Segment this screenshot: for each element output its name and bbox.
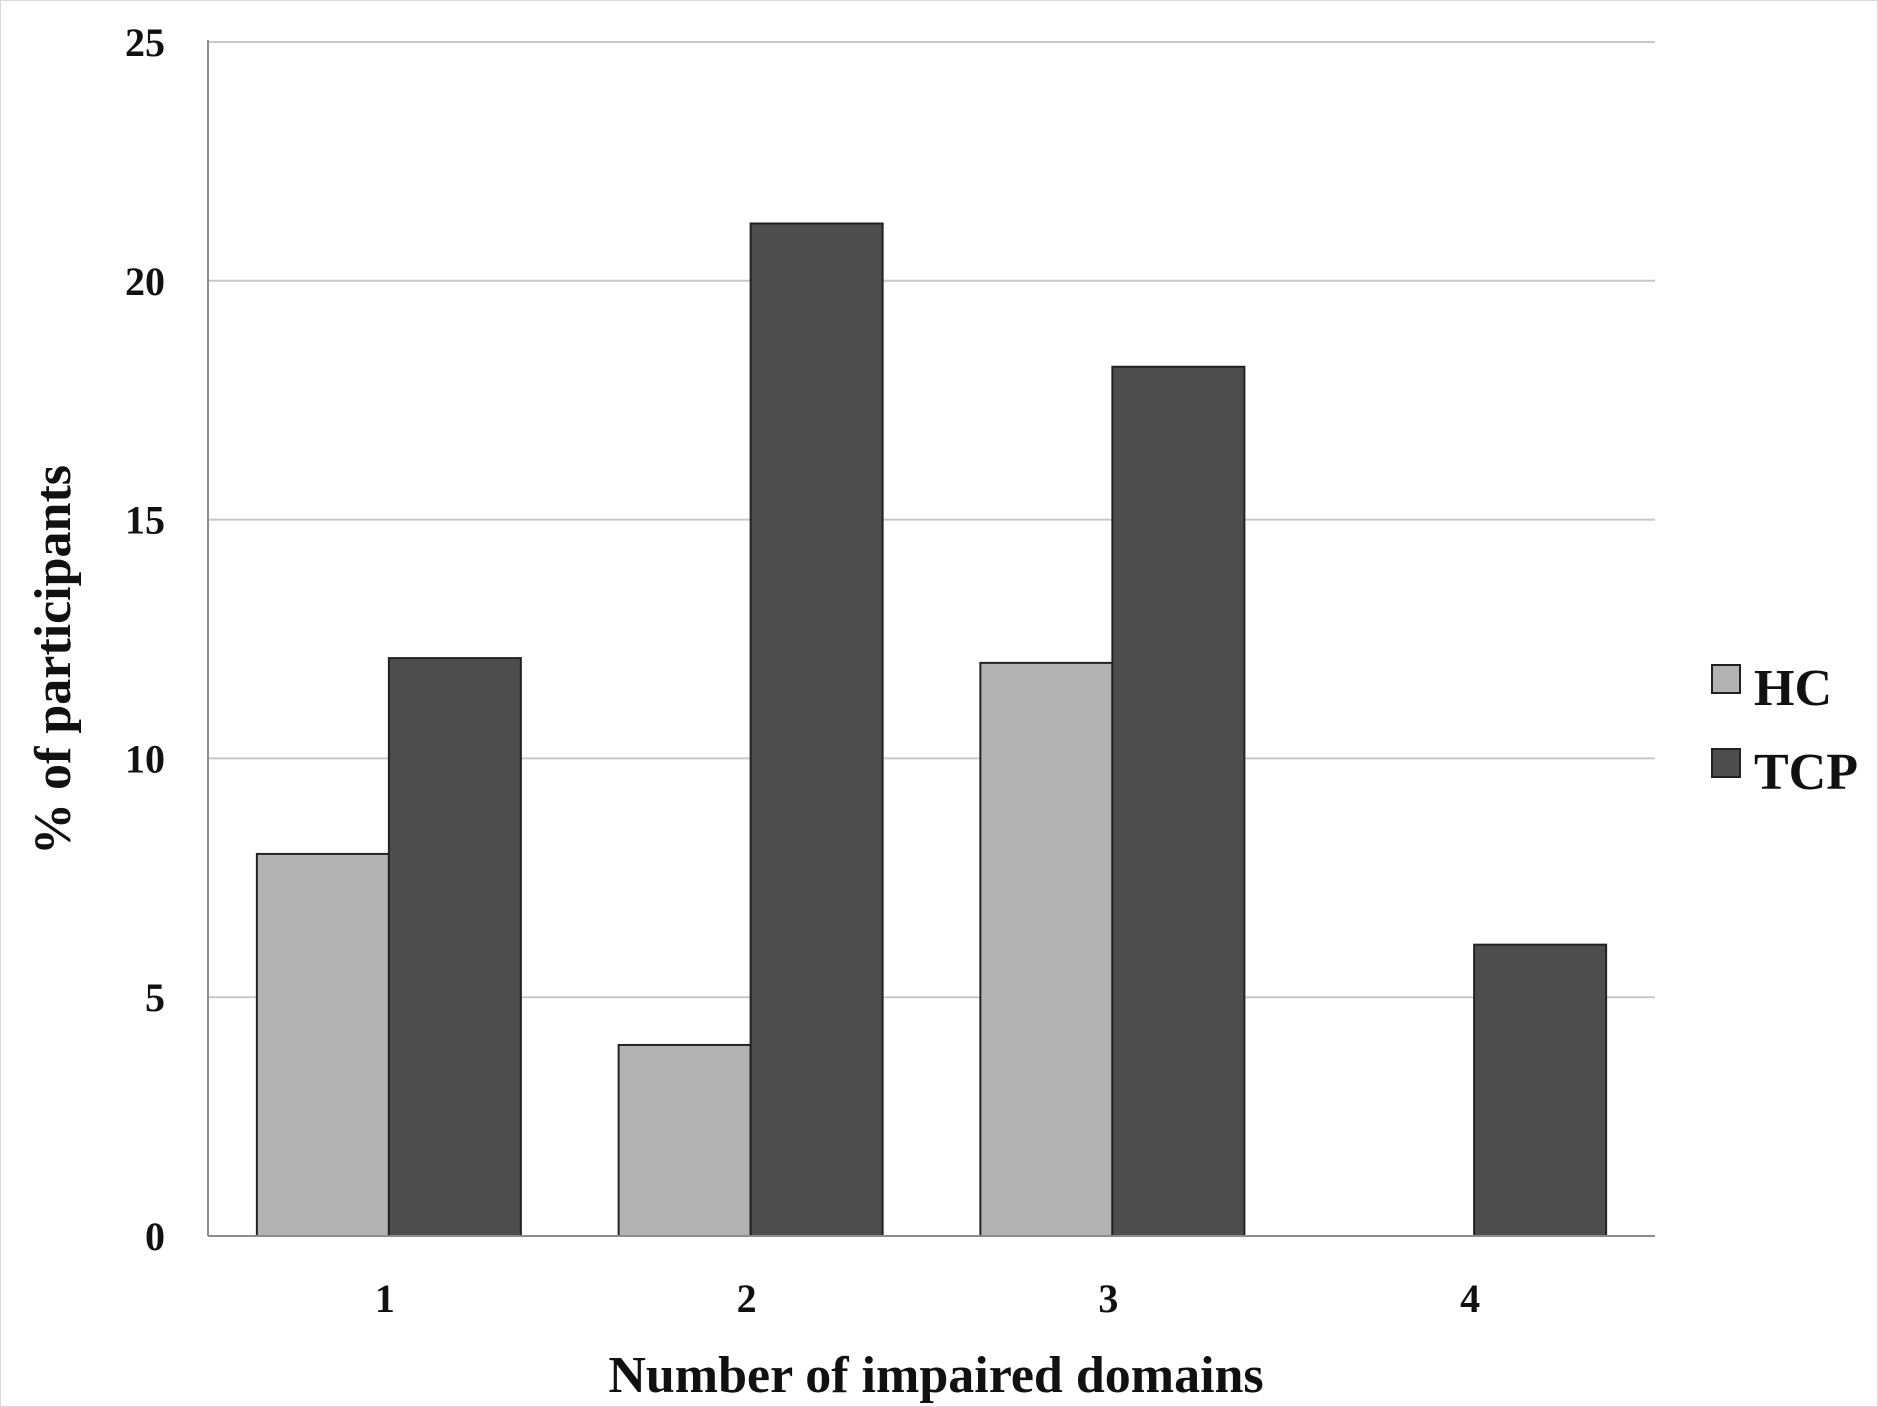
y-tick-label-25: 25 xyxy=(125,20,165,65)
x-tick-label-2: 2 xyxy=(737,1276,757,1321)
legend-swatch-tcp xyxy=(1711,748,1741,778)
x-axis-title: Number of impaired domains xyxy=(608,1347,1263,1404)
y-tick-label-0: 0 xyxy=(145,1214,165,1259)
bar-hc-3 xyxy=(979,661,1114,1237)
y-tick-label-15: 15 xyxy=(125,498,165,543)
y-tick-label-10: 10 xyxy=(125,736,165,781)
x-axis-tick-labels: 1 2 3 4 xyxy=(375,1276,1480,1321)
legend-swatch-hc xyxy=(1711,664,1741,694)
bar-tcp-3 xyxy=(1111,365,1246,1237)
bars xyxy=(255,222,1608,1238)
x-tick-label-1: 1 xyxy=(375,1276,395,1321)
legend-label-tcp: TCP xyxy=(1754,744,1858,801)
x-tick-label-3: 3 xyxy=(1098,1276,1118,1321)
legend-label-hc: HC xyxy=(1754,660,1832,717)
bar-tcp-1 xyxy=(387,657,522,1237)
y-axis-title: % of participants xyxy=(25,465,82,855)
x-tick-label-4: 4 xyxy=(1460,1276,1480,1321)
bar-tcp-4 xyxy=(1473,943,1608,1237)
y-axis-tick-labels: 0 5 10 15 20 25 xyxy=(125,20,165,1259)
bar-hc-1 xyxy=(255,852,390,1237)
y-tick-label-5: 5 xyxy=(145,975,165,1020)
bar-hc-2 xyxy=(617,1043,752,1237)
bar-tcp-2 xyxy=(749,222,884,1238)
legend: HC TCP xyxy=(1711,660,1858,801)
y-tick-label-20: 20 xyxy=(125,259,165,304)
